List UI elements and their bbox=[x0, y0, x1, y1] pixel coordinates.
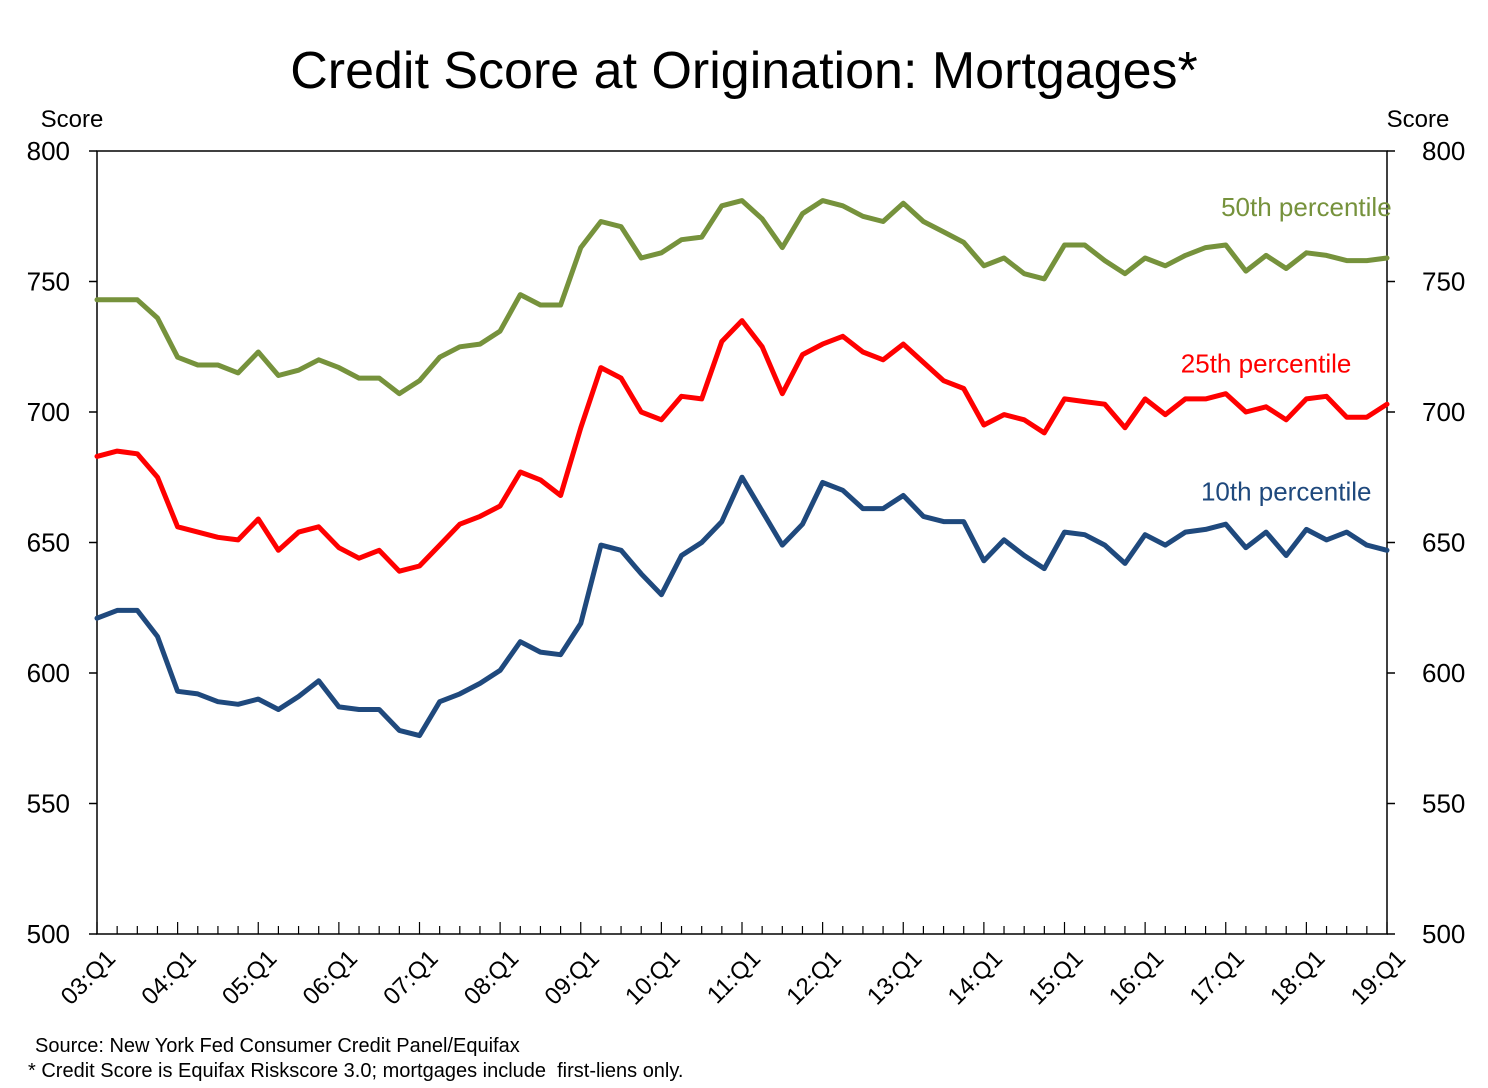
x-tick-label: 17:Q1 bbox=[1185, 945, 1250, 1010]
series-lines bbox=[94, 198, 1390, 739]
x-tick-label: 12:Q1 bbox=[781, 945, 846, 1010]
x-tick-label: 05:Q1 bbox=[217, 945, 282, 1010]
right-y-tick-label: 600 bbox=[1422, 658, 1465, 688]
left-y-tick-label: 550 bbox=[27, 789, 70, 819]
chart-title: Credit Score at Origination: Mortgages* bbox=[290, 42, 1198, 100]
series-label-3: 10th percentile bbox=[1201, 476, 1372, 506]
series-label-1: 50th percentile bbox=[1221, 192, 1392, 222]
right-y-tick-label: 750 bbox=[1422, 267, 1465, 297]
left-y-tick-label: 600 bbox=[27, 658, 70, 688]
x-tick-label: 10:Q1 bbox=[620, 945, 685, 1010]
footnote: * Credit Score is Equifax Riskscore 3.0;… bbox=[28, 1060, 683, 1082]
y-axis-ticks: 500 500 550 550 600 600 650 650 700 700 750 750 800 8… bbox=[27, 136, 1466, 949]
source-note: Source: New York Fed Consumer Credit Pan… bbox=[35, 1035, 520, 1057]
right-y-tick-label: 650 bbox=[1422, 528, 1465, 558]
x-tick-label: 08:Q1 bbox=[459, 945, 524, 1010]
x-tick-label: 15:Q1 bbox=[1023, 945, 1088, 1010]
x-tick-label: 09:Q1 bbox=[540, 945, 605, 1010]
left-axis-label: Score bbox=[41, 106, 104, 133]
x-tick-label: 14:Q1 bbox=[943, 945, 1008, 1010]
series-labels: 50th percentile 25th percentile 10th perce… bbox=[1181, 192, 1392, 506]
left-y-tick-label: 750 bbox=[27, 267, 70, 297]
left-y-tick-label: 700 bbox=[27, 397, 70, 427]
right-axis-label: Score bbox=[1387, 106, 1450, 133]
left-y-tick-label: 500 bbox=[27, 919, 70, 949]
x-tick-label: 18:Q1 bbox=[1265, 945, 1330, 1010]
series-line-1 bbox=[94, 198, 1390, 397]
x-tick-label: 19:Q1 bbox=[1346, 945, 1411, 1010]
left-y-tick-label: 650 bbox=[27, 528, 70, 558]
x-axis-ticks: 03:Q1 04:Q1 05:Q1 06:Q1 07:Q1 08:Q1 09:Q1 10:Q1… bbox=[56, 922, 1411, 1010]
x-tick-label: 16:Q1 bbox=[1104, 945, 1169, 1010]
left-y-tick-label: 800 bbox=[27, 136, 70, 166]
right-y-tick-label: 500 bbox=[1422, 919, 1465, 949]
right-y-tick-label: 550 bbox=[1422, 789, 1465, 819]
x-tick-label: 04:Q1 bbox=[136, 945, 201, 1010]
right-y-tick-label: 800 bbox=[1422, 136, 1465, 166]
series-line-3 bbox=[94, 474, 1390, 739]
x-tick-label: 13:Q1 bbox=[862, 945, 927, 1010]
series-line-2 bbox=[94, 318, 1390, 574]
series-label-2: 25th percentile bbox=[1181, 348, 1352, 378]
x-tick-label: 07:Q1 bbox=[378, 945, 443, 1010]
x-tick-label: 11:Q1 bbox=[702, 945, 766, 1009]
x-tick-label: 03:Q1 bbox=[56, 945, 121, 1010]
x-tick-label: 06:Q1 bbox=[298, 945, 363, 1010]
right-y-tick-label: 700 bbox=[1422, 397, 1465, 427]
